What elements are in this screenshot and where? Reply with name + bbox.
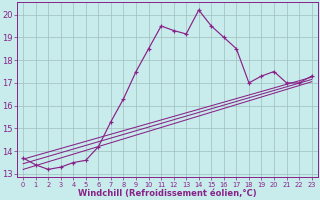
- X-axis label: Windchill (Refroidissement éolien,°C): Windchill (Refroidissement éolien,°C): [78, 189, 257, 198]
